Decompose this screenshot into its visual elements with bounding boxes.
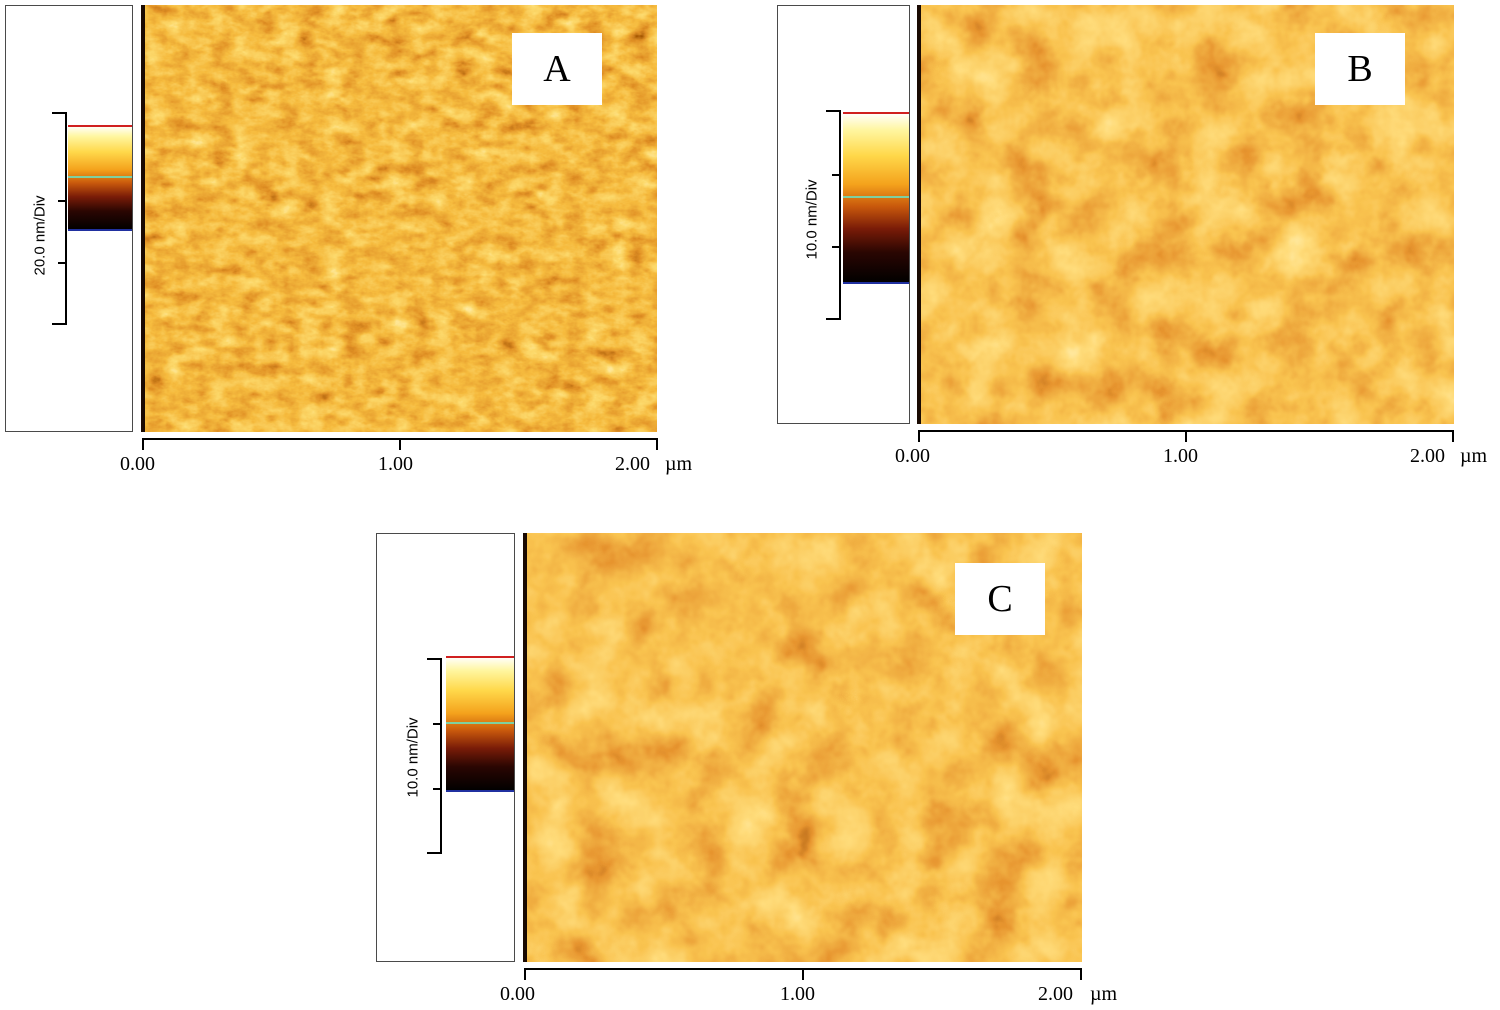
x-tick xyxy=(1080,968,1082,980)
x-tick-label: 1.00 xyxy=(780,983,815,1005)
scale-tick xyxy=(826,110,840,112)
x-tick-label: 1.00 xyxy=(378,453,413,475)
color-bar-max-line xyxy=(446,656,514,658)
x-tick-label: 0.00 xyxy=(500,983,535,1005)
x-tick xyxy=(1185,430,1187,442)
x-tick-label: 0.00 xyxy=(120,453,155,475)
color-bar-min-line xyxy=(843,282,909,284)
color-bar-c xyxy=(446,657,514,791)
color-bar-min-line xyxy=(446,790,514,792)
x-unit: µm xyxy=(665,453,693,475)
x-tick xyxy=(656,438,658,450)
x-tick xyxy=(399,438,401,450)
scale-label-c: 10.0 nm/Div xyxy=(404,717,422,798)
scale-tick xyxy=(58,262,66,264)
scale-tick xyxy=(52,323,66,325)
scale-tick xyxy=(832,246,840,248)
x-tick xyxy=(802,968,804,980)
color-bar-mid-line xyxy=(843,196,909,198)
color-bar-a xyxy=(68,126,132,230)
color-bar-max-line xyxy=(68,125,132,127)
x-tick-label: 0.00 xyxy=(895,445,930,467)
scale-label-a: 20.0 nm/Div xyxy=(31,195,49,276)
scale-axis-c xyxy=(440,658,442,854)
color-bar-mid-line xyxy=(446,722,514,724)
x-tick xyxy=(524,968,526,980)
x-tick xyxy=(1452,430,1454,442)
x-tick-label: 2.00 xyxy=(615,453,650,475)
scale-axis-b xyxy=(839,110,841,320)
panel-label-b: B xyxy=(1315,33,1405,105)
x-unit: µm xyxy=(1460,445,1488,467)
scale-tick xyxy=(427,852,441,854)
x-tick-label: 2.00 xyxy=(1038,983,1073,1005)
x-unit: µm xyxy=(1090,983,1118,1005)
scale-axis-a xyxy=(65,112,67,325)
color-bar-mid-line xyxy=(68,176,132,178)
x-tick xyxy=(918,430,920,442)
panel-label-c: C xyxy=(955,563,1045,635)
scale-label-b: 10.0 nm/Div xyxy=(803,179,821,260)
scale-tick xyxy=(427,658,441,660)
scale-tick xyxy=(826,318,840,320)
scale-tick xyxy=(433,788,441,790)
x-tick-label: 1.00 xyxy=(1163,445,1198,467)
scale-tick xyxy=(58,200,66,202)
color-bar-b xyxy=(843,113,909,283)
scale-tick xyxy=(832,174,840,176)
color-bar-max-line xyxy=(843,112,909,114)
panel-label-a: A xyxy=(512,33,602,105)
color-bar-min-line xyxy=(68,229,132,231)
scale-tick xyxy=(52,112,66,114)
x-tick xyxy=(142,438,144,450)
scale-tick xyxy=(433,723,441,725)
x-tick-label: 2.00 xyxy=(1410,445,1445,467)
